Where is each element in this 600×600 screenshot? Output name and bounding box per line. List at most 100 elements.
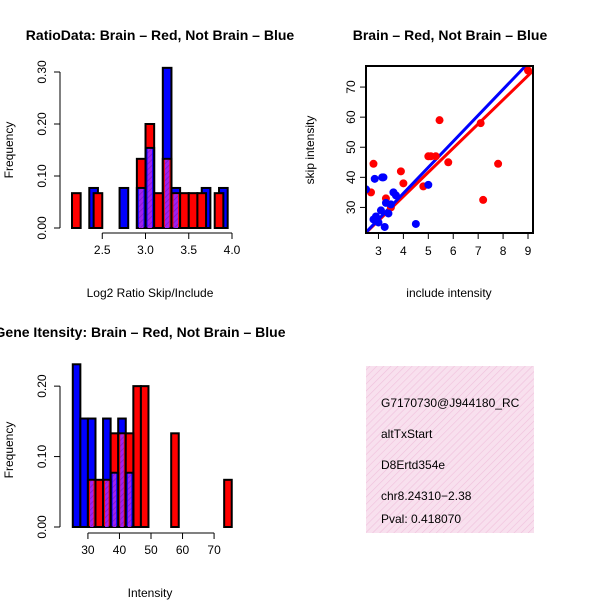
ratio-histogram-bar-brain bbox=[153, 192, 164, 230]
intensity-histogram-bar-brain bbox=[139, 385, 150, 528]
intensity-histogram-bar-brain bbox=[132, 385, 142, 528]
intensity-histogram-bar-brain bbox=[170, 432, 180, 529]
intensity-histogram-xlabel: Intensity bbox=[128, 586, 173, 600]
scatter-point-not-brain bbox=[374, 218, 383, 227]
intensity-histogram-title: Gene Itensity: Brain – Red, Not Brain – … bbox=[0, 324, 286, 340]
intensity-histogram-x-tick-label: 40 bbox=[113, 543, 127, 557]
scatter-y-tick-label: 70 bbox=[344, 80, 358, 94]
intensity-histogram-x-tick-label: 30 bbox=[81, 543, 95, 557]
scatter-x-tick-label: 3 bbox=[375, 244, 382, 258]
info-panel: G7170730@J944180_RC altTxStart D8Ertd354… bbox=[366, 366, 534, 533]
scatter-title: Brain – Red, Not Brain – Blue bbox=[353, 27, 548, 43]
scatter-point-brain bbox=[399, 179, 408, 188]
scatter-x-tick-label: 6 bbox=[450, 244, 457, 258]
ratio-histogram-y-tick-label: 0.30 bbox=[35, 60, 49, 84]
intensity-histogram-bar-not-brain bbox=[71, 363, 82, 528]
scatter-point-not-brain bbox=[381, 198, 390, 207]
ratio-histogram-y-tick-label: 0.10 bbox=[35, 164, 49, 188]
scatter-point-not-brain bbox=[371, 212, 380, 221]
ratio-histogram-title: RatioData: Brain – Red, Not Brain – Blue bbox=[26, 27, 295, 43]
ratio-histogram-x-tick-label: 3.5 bbox=[180, 243, 197, 257]
intensity-histogram-bar-overlap bbox=[120, 434, 124, 527]
ratio-histogram-bar-not-brain bbox=[118, 186, 130, 230]
ratio-histogram-bar-overlap bbox=[147, 148, 153, 228]
scatter-point-brain bbox=[444, 158, 453, 167]
ratio-histogram-bar-brain bbox=[196, 192, 208, 230]
info-pval: Pval: 0.418070 bbox=[381, 512, 461, 526]
intensity-histogram-bar-overlap bbox=[105, 480, 109, 527]
scatter-point-not-brain bbox=[370, 174, 379, 183]
scatter-point-not-brain bbox=[411, 219, 420, 228]
scatter-y-tick-label: 40 bbox=[344, 170, 358, 184]
intensity-histogram-bar-overlap bbox=[112, 473, 117, 527]
scatter-point-brain bbox=[431, 152, 440, 161]
intensity-histogram-y-tick-label: 0.00 bbox=[35, 515, 49, 539]
ratio-histogram-panel: RatioData: Brain – Red, Not Brain – Blue… bbox=[2, 27, 294, 300]
info-location: chr8.24310−2.38 bbox=[381, 489, 472, 503]
intensity-histogram-x-tick-label: 70 bbox=[207, 543, 221, 557]
scatter-point-not-brain bbox=[384, 209, 393, 218]
ratio-histogram-bar-brain bbox=[71, 192, 82, 230]
ratio-histogram-bar-brain bbox=[187, 192, 199, 230]
scatter-x-tick-label: 9 bbox=[525, 244, 532, 258]
scatter-y-tick-label: 30 bbox=[344, 200, 358, 214]
scatter-x-tick-label: 7 bbox=[475, 244, 482, 258]
intensity-histogram-bars bbox=[71, 363, 233, 529]
scatter-point-not-brain bbox=[376, 206, 385, 215]
scatter-point-not-brain bbox=[391, 191, 400, 200]
ratio-histogram-xlabel: Log2 Ratio Skip/Include bbox=[87, 286, 214, 300]
scatter-plot-area bbox=[366, 66, 533, 233]
info-gene-name: D8Ertd354e bbox=[381, 458, 445, 472]
ratio-histogram-x-tick-label: 2.5 bbox=[94, 243, 111, 257]
ratio-histogram-y-tick-label: 0.00 bbox=[35, 216, 49, 240]
intensity-histogram-x-tick-label: 60 bbox=[176, 543, 190, 557]
scatter-point-brain bbox=[435, 116, 444, 125]
info-panel-clip: G7170730@J944180_RC altTxStart D8Ertd354… bbox=[381, 396, 520, 526]
scatter-point-brain bbox=[369, 159, 378, 168]
scatter-point-brain bbox=[396, 167, 405, 176]
intensity-histogram-y-tick-label: 0.20 bbox=[35, 374, 49, 398]
ratio-histogram-bar-overlap bbox=[173, 194, 179, 228]
info-probe-id: G7170730@J944180_RC bbox=[381, 396, 520, 410]
ratio-histogram-bar-brain bbox=[213, 192, 225, 230]
scatter-point-not-brain bbox=[379, 173, 388, 182]
intensity-histogram-axes: 30 40 50 60 70 0.00 0.10 0.20 bbox=[35, 374, 221, 557]
scatter-x-tick-label: 5 bbox=[425, 244, 432, 258]
ratio-histogram-y-tick-label: 0.20 bbox=[35, 112, 49, 136]
scatter-point-brain bbox=[479, 195, 488, 204]
intensity-histogram-bar-brain bbox=[94, 478, 105, 528]
intensity-histogram-x-tick-label: 50 bbox=[144, 543, 158, 557]
scatter-point-brain bbox=[494, 159, 503, 168]
scatter-point-not-brain bbox=[424, 180, 433, 189]
intensity-histogram-bar-overlap bbox=[127, 473, 132, 527]
info-event-type: altTxStart bbox=[381, 427, 433, 441]
ratio-histogram-bar-brain bbox=[179, 192, 190, 230]
scatter-point-brain bbox=[476, 119, 485, 128]
scatter-y-tick-label: 60 bbox=[344, 110, 358, 124]
ratio-histogram-bar-overlap bbox=[138, 188, 144, 228]
scatter-point-brain bbox=[524, 66, 533, 75]
intensity-histogram-bar-brain bbox=[223, 478, 233, 528]
scatter-x-tick-label: 4 bbox=[400, 244, 407, 258]
scatter-y-tick-label: 50 bbox=[344, 140, 358, 154]
ratio-histogram-bar-overlap bbox=[164, 159, 170, 228]
scatter-clip bbox=[366, 66, 533, 233]
ratio-histogram-x-tick-label: 3.0 bbox=[137, 243, 154, 257]
scatter-x-tick-label: 8 bbox=[500, 244, 507, 258]
scatter-panel: Brain – Red, Not Brain – Blue 3 4 5 6 7 8 9 30 4… bbox=[303, 27, 547, 300]
ratio-histogram-x-tick-label: 4.0 bbox=[224, 243, 241, 257]
scatter-ylabel: skip intensity bbox=[303, 116, 317, 185]
scatter-point-not-brain bbox=[380, 222, 389, 231]
scatter-xlabel: include intensity bbox=[406, 286, 491, 300]
info-panel-background bbox=[366, 366, 534, 533]
ratio-histogram-bar-brain bbox=[92, 192, 104, 230]
intensity-histogram-bar-overlap bbox=[89, 480, 94, 527]
scatter-axes: 3 4 5 6 7 8 9 30 40 50 60 70 bbox=[344, 65, 534, 258]
intensity-histogram-bar-not-brain bbox=[79, 417, 89, 528]
scatter-frame bbox=[365, 65, 534, 234]
ratio-histogram-bars bbox=[71, 66, 229, 230]
ratio-histogram-axes: 2.5 3.0 3.5 4.0 0.00 0.10 0.20 0.30 bbox=[35, 60, 241, 257]
intensity-histogram-panel: Gene Itensity: Brain – Red, Not Brain – … bbox=[0, 324, 286, 600]
ratio-histogram-ylabel: Frequency bbox=[2, 122, 16, 179]
